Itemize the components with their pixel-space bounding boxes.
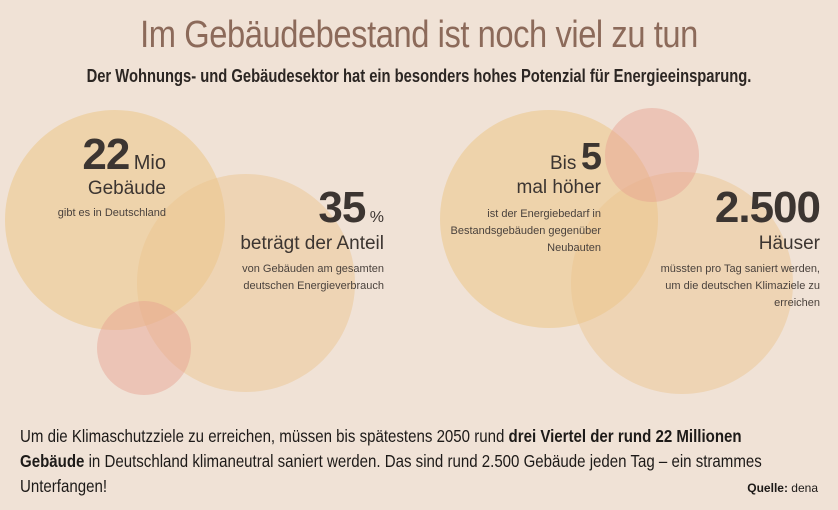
stat-unit: % [369,209,384,226]
summary-text: Um die Klimaschutzziele zu erreichen, mü… [20,424,798,499]
stat-2500-haeuser: 2.500 Häuser müssten pro Tag saniert wer… [620,183,821,312]
circle-small-pink-left [97,301,191,395]
circle-mid-left [137,174,355,392]
summary-bold: drei Viertel der rund 22 Millionen Gebäu… [20,426,742,471]
source-value: dena [791,481,818,495]
stat-description-line1: ist der Energiebedarf in [487,207,601,220]
stat-number: 35 [318,183,366,232]
stat-unit: Mio [133,152,166,174]
stat-label: Häuser [758,233,820,254]
stat-description-line2: um die deutschen Klimaziele zu [665,279,820,292]
stat-label: beträgt der Anteil [240,233,384,254]
stat-5-mal-hoeher: Bis 5 mal höher ist der Energiebedarf in… [420,136,602,257]
stat-description-line2: Bestandsgebäuden gegenüber [450,224,601,237]
source-note: Quelle: dena [747,481,818,495]
circle-small-pink-right [605,108,699,202]
page-title: Im Gebäudebestand ist noch viel zu tun [140,14,698,56]
stat-number: 22 [82,130,130,179]
stat-description-line1: müssten pro Tag saniert werden, [660,262,820,275]
stat-number: 2.500 [714,183,821,232]
stat-label: Gebäude [87,178,166,199]
circle-large-left [5,110,225,330]
stat-number: 5 [580,136,602,178]
summary-part1: Um die Klimaschutzziele zu erreichen, mü… [20,426,509,446]
circle-mid-right [571,172,793,394]
stat-description-line1: von Gebäuden am gesamten [242,262,384,275]
circle-large-right [440,110,658,328]
stat-description-line3: Neubauten [547,241,601,254]
stat-description-line2: deutschen Energieverbrauch [243,279,384,292]
source-label: Quelle: [747,481,788,495]
summary-part2: in Deutschland klimaneutral saniert werd… [20,450,762,496]
stat-description-line3: erreichen [774,296,820,309]
stat-22-mio: 22 Mio Gebäude gibt es in Deutschland [20,133,166,222]
page-subtitle: Der Wohnungs- und Gebäudesektor hat ein … [86,66,752,86]
stat-description: gibt es in Deutschland [57,206,166,219]
stat-35-percent: 35 % beträgt der Anteil von Gebäuden am … [190,186,384,295]
stat-label: mal höher [516,177,602,198]
stat-prefix: Bis [550,153,577,174]
